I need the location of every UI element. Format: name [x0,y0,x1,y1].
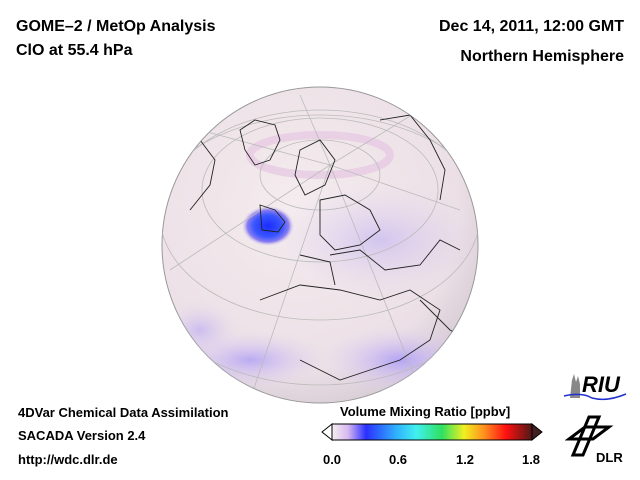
dlr-logo-text: DLR [596,450,623,465]
footer-url[interactable]: http://wdc.dlr.de [18,452,118,467]
analysis-title: GOME–2 / MetOp Analysis [16,18,216,35]
datetime-label: Dec 14, 2011, 12:00 GMT [439,18,624,35]
colorbar-tick: 0.6 [388,452,408,467]
riu-logo: RIU [562,372,632,402]
region-label: Northern Hemisphere [460,48,624,65]
colorbar-tick: 0.0 [322,452,342,467]
colorbar-title: Volume Mixing Ratio [ppbv] [340,404,511,419]
cathedral-icon [570,374,580,398]
colorbar [321,422,543,442]
dlr-logo-icon [565,415,614,457]
colorbar-tick: 1.8 [521,452,541,467]
colorbar-gradient [331,423,533,441]
vortex-ring [246,131,394,179]
footer-method: 4DVar Chemical Data Assimilation [18,405,229,420]
riu-logo-text: RIU [582,372,620,397]
wave-icon [563,393,627,401]
colorbar-min-arrow [321,422,333,442]
colorbar-tick: 1.2 [455,452,475,467]
colorbar-max-arrow [531,422,543,442]
species-label: ClO at 55.4 hPa [16,42,133,59]
high-clo-spot [242,206,294,246]
footer-version: SACADA Version 2.4 [18,428,146,443]
